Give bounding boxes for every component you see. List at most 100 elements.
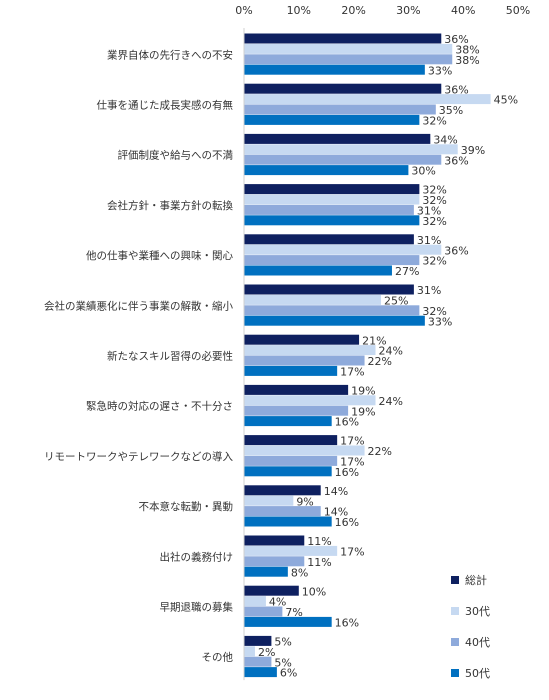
- category-label: リモートワークやテレワークなどの導入: [44, 450, 233, 463]
- data-label: 10%: [302, 585, 326, 598]
- data-label: 19%: [351, 385, 375, 398]
- data-label: 24%: [379, 345, 403, 358]
- legend-label: 40代: [465, 636, 490, 649]
- bar: [244, 345, 376, 356]
- bar: [244, 244, 442, 255]
- data-label: 7%: [285, 606, 302, 619]
- bar: [244, 667, 277, 678]
- bar: [244, 566, 288, 577]
- data-label: 17%: [340, 435, 364, 448]
- category-label: 出社の義務付け: [160, 550, 234, 563]
- data-label: 17%: [340, 366, 364, 379]
- bar: [244, 516, 332, 527]
- data-label: 8%: [291, 566, 308, 579]
- data-label: 9%: [296, 495, 313, 508]
- bar: [244, 485, 321, 496]
- bar: [244, 656, 272, 667]
- x-tick-label: 40%: [451, 4, 475, 17]
- data-label: 25%: [384, 295, 408, 308]
- bar: [244, 215, 420, 226]
- data-label: 5%: [274, 636, 291, 649]
- data-label: 31%: [417, 234, 441, 247]
- data-label: 30%: [411, 165, 435, 178]
- bar: [244, 43, 453, 54]
- data-label: 5%: [274, 656, 291, 669]
- data-label: 35%: [439, 104, 463, 117]
- data-label: 16%: [335, 516, 359, 529]
- data-label: 32%: [422, 215, 446, 228]
- data-label: 32%: [422, 194, 446, 207]
- data-label: 2%: [258, 646, 275, 659]
- bar: [244, 104, 436, 115]
- data-label: 39%: [461, 144, 485, 157]
- data-label: 31%: [417, 284, 441, 297]
- data-label: 6%: [280, 667, 297, 680]
- category-label: 不本意な転勤・異動: [139, 500, 234, 513]
- bar: [244, 455, 338, 466]
- data-label: 45%: [494, 94, 518, 107]
- data-label: 21%: [362, 334, 386, 347]
- bar: [244, 635, 272, 646]
- bar: [244, 585, 299, 596]
- bar: [244, 606, 283, 617]
- category-label: 業界自体の先行きへの不安: [107, 48, 233, 61]
- legend-label: 総計: [465, 573, 487, 587]
- data-label: 34%: [433, 134, 457, 147]
- data-label: 14%: [324, 485, 348, 498]
- data-label: 36%: [444, 154, 468, 167]
- bar: [244, 234, 414, 245]
- x-tick-label: 20%: [341, 4, 365, 17]
- category-label: 会社の業績悪化に伴う事業の解散・縮小: [44, 299, 233, 312]
- legend-label: 30代: [465, 605, 490, 618]
- bar: [244, 83, 442, 94]
- bars: [244, 33, 491, 678]
- category-label: その他: [202, 651, 234, 664]
- data-label: 33%: [428, 64, 452, 77]
- bar: [244, 395, 376, 406]
- bar: [244, 466, 332, 477]
- bar: [244, 133, 431, 144]
- legend-swatch: [451, 669, 459, 677]
- category-labels: 業界自体の先行きへの不安仕事を通じた成長実感の有無評価制度や給与への不満会社方針…: [44, 48, 233, 663]
- legend: 総計 30代 40代 50代: [451, 573, 490, 680]
- x-tick-label: 0%: [235, 4, 252, 17]
- x-tick-label: 10%: [287, 4, 311, 17]
- bar: [244, 616, 332, 627]
- bar: [244, 54, 453, 65]
- bar: [244, 64, 425, 75]
- bar: [244, 255, 420, 266]
- bar: [244, 184, 420, 195]
- category-label: 評価制度や給与への不満: [118, 149, 234, 162]
- x-tick-label: 30%: [396, 4, 420, 17]
- legend-label: 50代: [465, 667, 490, 680]
- data-label: 4%: [269, 596, 286, 609]
- bar: [244, 144, 458, 155]
- data-label: 33%: [428, 315, 452, 328]
- data-label: 32%: [422, 305, 446, 318]
- category-label: 会社方針・事業方針の転換: [107, 199, 233, 212]
- bar: [244, 94, 491, 105]
- bar: [244, 33, 442, 44]
- data-label: 11%: [307, 556, 331, 569]
- bar: [244, 165, 409, 176]
- legend-swatch: [451, 576, 459, 584]
- data-label: 16%: [335, 416, 359, 429]
- data-label: 32%: [422, 184, 446, 197]
- bar: [244, 305, 420, 316]
- data-label: 16%: [335, 466, 359, 479]
- category-label: 他の仕事や業種への興味・関心: [86, 249, 233, 262]
- x-axis-ticks: 0% 10% 20% 30% 40% 50%: [235, 4, 530, 17]
- data-label: 22%: [368, 445, 392, 458]
- bar: [244, 435, 338, 446]
- category-label: 早期退職の募集: [160, 601, 234, 614]
- category-label: 緊急時の対応の遅さ・不十分さ: [86, 400, 233, 413]
- bar: [244, 596, 266, 607]
- bar: [244, 294, 381, 305]
- bar: [244, 506, 321, 517]
- data-label: 24%: [379, 395, 403, 408]
- bar: [244, 265, 392, 276]
- data-label: 19%: [351, 405, 375, 418]
- data-label: 38%: [455, 54, 479, 67]
- data-label: 11%: [307, 535, 331, 548]
- bar: [244, 154, 442, 165]
